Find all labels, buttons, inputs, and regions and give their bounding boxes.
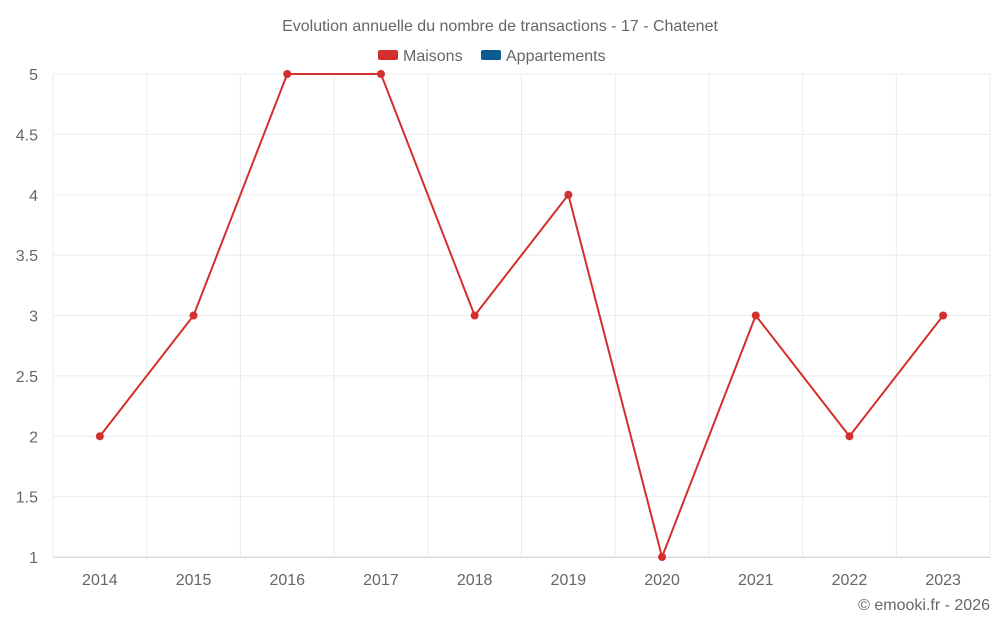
data-point-maisons-2014[interactable]: [95, 432, 104, 441]
x-tick-label: 2016: [269, 572, 305, 589]
data-point-maisons-2023[interactable]: [939, 311, 948, 320]
y-axis-ticks: 1 1.5 2 2.5 3 3.5 4 4.5 5: [16, 67, 38, 567]
legend-swatch-maisons: [378, 50, 398, 60]
x-gridlines: [52, 74, 991, 557]
x-tick-label: 2015: [176, 572, 212, 589]
chart-title: Evolution annuelle du nombre de transact…: [282, 18, 718, 35]
x-tick-label: 2019: [551, 572, 587, 589]
x-tick-label: 2017: [363, 572, 399, 589]
series-layer: [95, 70, 948, 561]
y-tick-label: 2: [29, 429, 38, 446]
series-line-maisons: [99, 73, 944, 558]
data-point-maisons-2015[interactable]: [189, 311, 198, 320]
x-axis-ticks: 2014 2015 2016 2017 2018 2019 2020 2021 2022 2023: [82, 572, 961, 589]
data-point-maisons-2017[interactable]: [376, 70, 385, 78]
legend-item-maisons[interactable]: Maisons: [378, 48, 463, 65]
data-point-maisons-2019[interactable]: [564, 190, 573, 199]
y-tick-label: 5: [29, 67, 38, 84]
y-tick-label: 3: [29, 309, 38, 326]
x-tick-label: 2018: [457, 572, 493, 589]
legend: Maisons Appartements: [378, 48, 606, 65]
x-tick-label: 2020: [644, 572, 680, 589]
y-tick-label: 3.5: [16, 248, 38, 265]
data-point-maisons-2022[interactable]: [845, 432, 854, 441]
legend-swatch-appartements: [481, 50, 501, 60]
legend-label-appartements: Appartements: [506, 48, 606, 65]
data-point-maisons-2016[interactable]: [283, 70, 292, 78]
y-tick-label: 2.5: [16, 369, 38, 386]
data-point-maisons-2020[interactable]: [658, 553, 667, 561]
credit: © emooki.fr - 2026: [858, 597, 990, 614]
data-point-maisons-2021[interactable]: [751, 311, 760, 320]
x-tick-label: 2021: [738, 572, 774, 589]
y-tick-label: 4: [29, 188, 38, 205]
data-point-maisons-2018[interactable]: [470, 311, 479, 320]
x-tick-label: 2022: [832, 572, 868, 589]
y-tick-label: 1: [29, 550, 38, 567]
y-tick-label: 1.5: [16, 490, 38, 507]
legend-item-appartements[interactable]: Appartements: [481, 48, 606, 65]
y-tick-label: 4.5: [16, 127, 38, 144]
legend-label-maisons: Maisons: [403, 48, 463, 65]
x-tick-label: 2014: [82, 572, 118, 589]
x-tick-label: 2023: [925, 572, 961, 589]
